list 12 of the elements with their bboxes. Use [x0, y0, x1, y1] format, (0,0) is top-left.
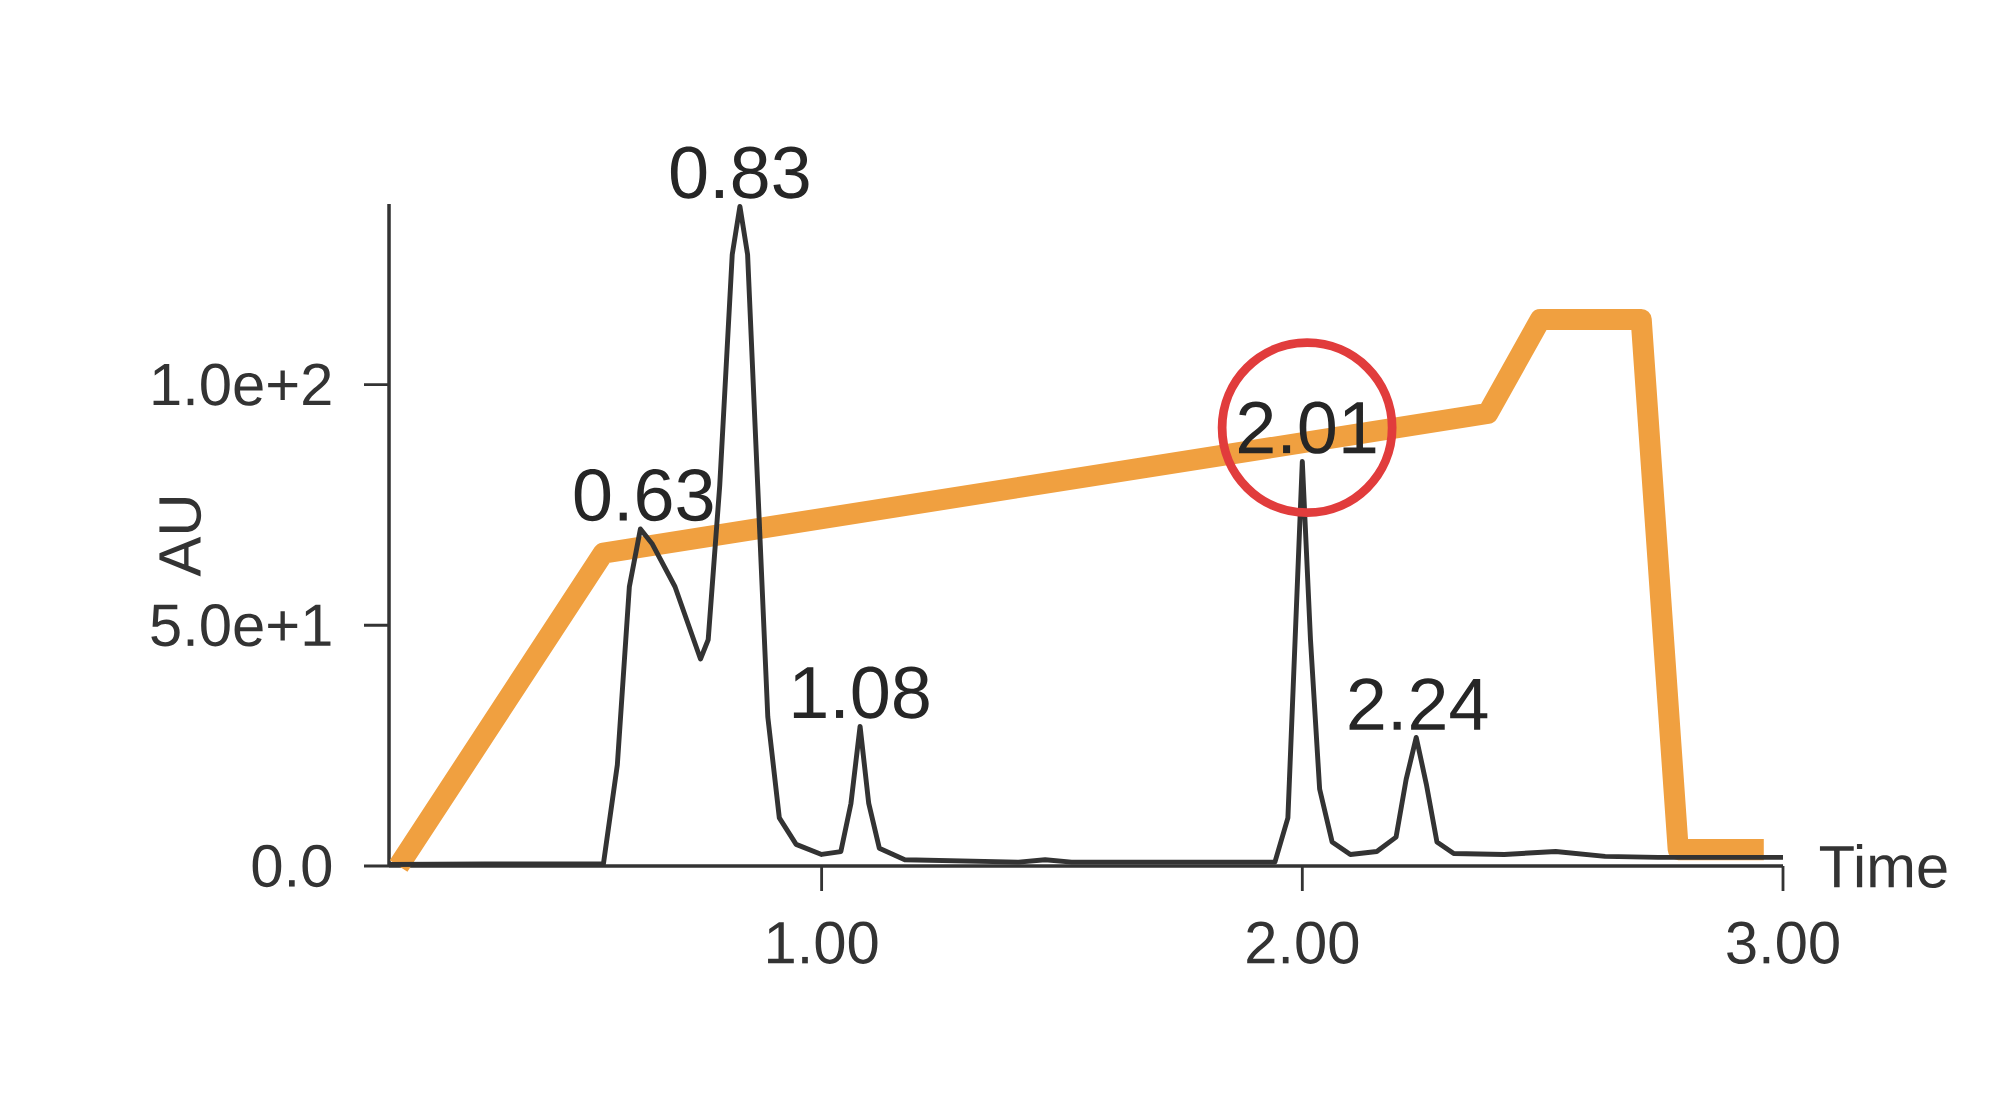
annotation: 2.24 — [1349, 678, 1488, 730]
annotation: 0.83 — [670, 146, 809, 199]
x-tick-label: 3.00 — [1727, 921, 1839, 964]
y-axis-title: AU — [159, 498, 202, 577]
annotation: 1.08 — [793, 666, 929, 719]
x-tick-label: 1.00 — [768, 921, 878, 964]
annotation: 0.63 — [574, 468, 713, 522]
y-tick-label: 1.0e+2 — [153, 363, 331, 406]
x-axis-title: Time — [1819, 844, 1947, 888]
y-tick-label: 5.0e+1 — [151, 604, 331, 647]
y-tick-label: 0.0 — [252, 844, 332, 888]
x-tick-label: 2.00 — [1247, 921, 1359, 964]
